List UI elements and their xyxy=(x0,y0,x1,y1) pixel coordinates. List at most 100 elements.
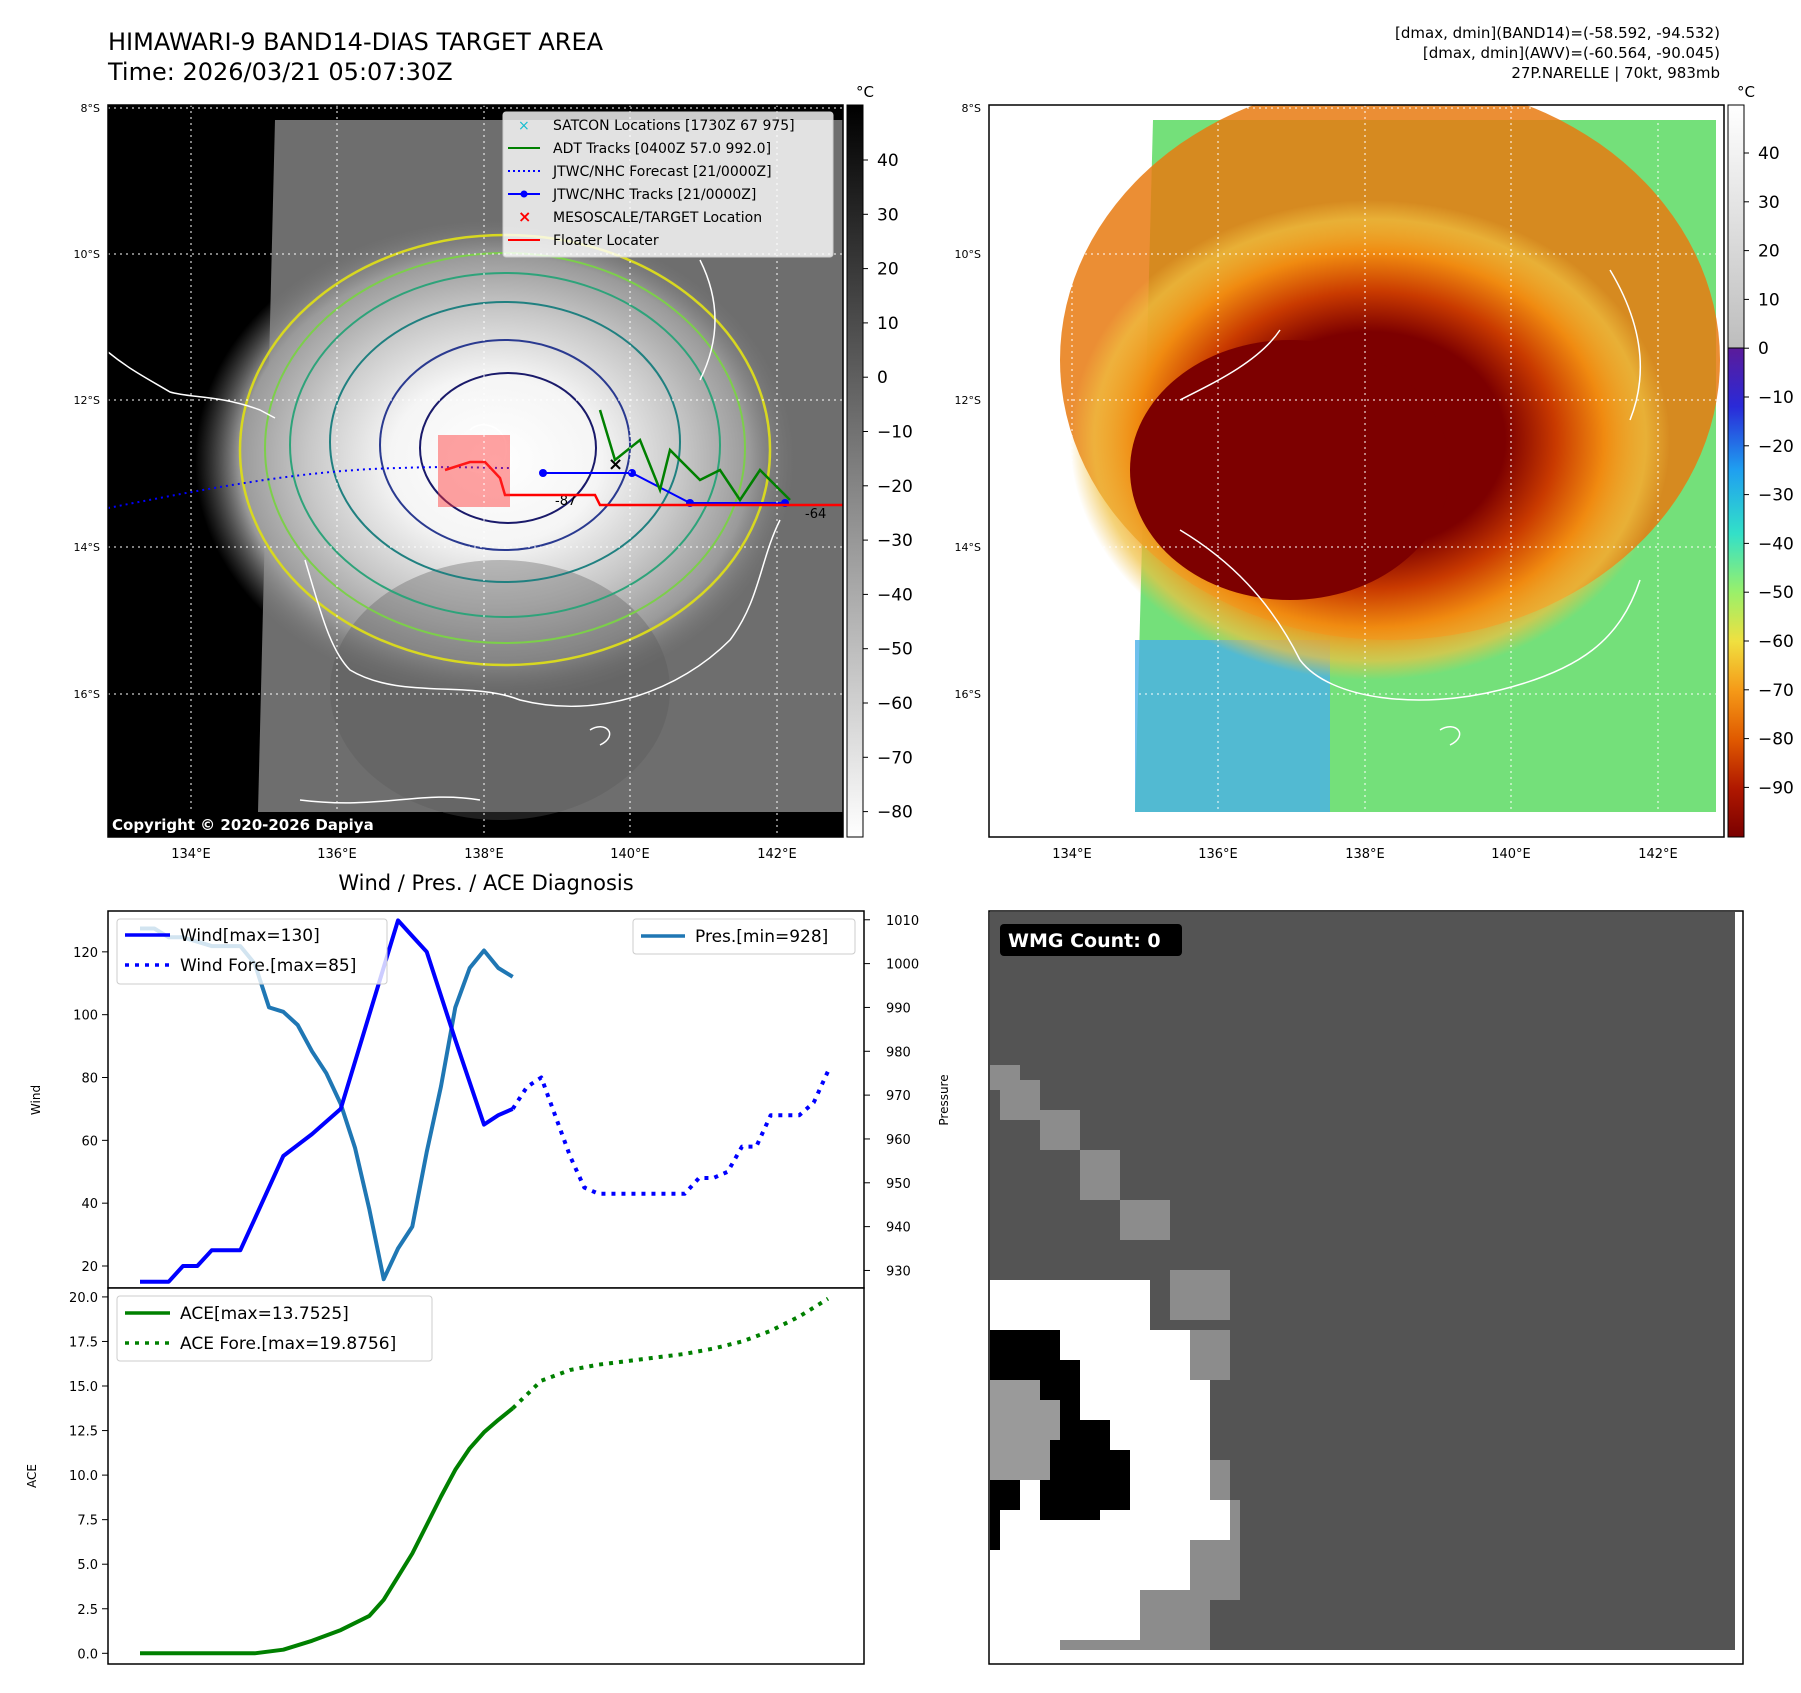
colorbar-tick-label: −80 xyxy=(877,803,913,823)
y-tick-label: 10.0 xyxy=(69,1469,98,1484)
colorbar-tick-label: 10 xyxy=(877,314,899,334)
awv-map xyxy=(988,104,1725,838)
series-line-ace-fore- xyxy=(511,1297,830,1410)
copyright-box xyxy=(108,812,443,837)
y-tick-label: 20.0 xyxy=(69,1291,98,1306)
y2-tick-label: 1010 xyxy=(886,914,919,929)
lon-tick-label: 138°E xyxy=(1345,847,1385,862)
target-marker: × xyxy=(608,454,623,475)
lon-tick-label: 134°E xyxy=(1052,847,1092,862)
colorbar-tick-label: −20 xyxy=(1758,437,1794,457)
lon-tick-label: 142°E xyxy=(757,847,797,862)
lat-tick-label: 16°S xyxy=(74,688,100,701)
wmg-gray-band xyxy=(990,1065,1230,1320)
ir-colorbar: °C 40 30 20 10 0 −10 −20 −30 −40 −50 −60 −70 −80 xyxy=(846,83,913,838)
legend-pres: Pres.[min=928] xyxy=(695,927,828,947)
legend-ace-fore: ACE Fore.[max=19.8756] xyxy=(180,1334,396,1354)
ace-legend: ACE[max=13.7525] ACE Fore.[max=19.8756] xyxy=(116,1295,433,1362)
wmg-count: WMG Count: 0 xyxy=(1008,930,1161,952)
colorbar-tick-label: −10 xyxy=(877,423,913,443)
contour-label: -64 xyxy=(805,507,826,522)
map-axis-labels: 8°S 8°S 10°S 10°S 12°S 12°S 14°S 14°S 16°S 16°S 13… xyxy=(74,102,1678,862)
figure-title: HIMAWARI-9 BAND14-DIAS TARGET AREA xyxy=(108,28,604,56)
y-tick-label: 40 xyxy=(81,1197,98,1212)
colorbar-tick-label: −40 xyxy=(1758,534,1794,554)
colorbar-tick-label: 10 xyxy=(1758,290,1780,310)
y-tick-label: 120 xyxy=(73,946,98,961)
colorbar-tick-label: −90 xyxy=(1758,778,1794,798)
wmg-label-box xyxy=(1000,924,1182,956)
lat-tick-label: 14°S xyxy=(74,541,100,554)
lat-tick-label: 10°S xyxy=(74,248,100,261)
colorbar-tick-label: 0 xyxy=(1758,339,1769,359)
y-tick-label: 5.0 xyxy=(77,1558,98,1573)
y-tick-label: 60 xyxy=(81,1134,98,1149)
colorbar-tick-label: −30 xyxy=(1758,486,1794,506)
legend-wind: Wind[max=130] xyxy=(180,926,320,946)
y-tick-label: 20 xyxy=(81,1260,98,1275)
legend-satcon: SATCON Locations [1730Z 67 975] xyxy=(553,118,795,134)
lat-tick-label: 10°S xyxy=(955,248,981,261)
legend-wind-fore: Wind Fore.[max=85] xyxy=(180,956,356,976)
y2-tick-label: 940 xyxy=(886,1221,911,1236)
wind-axis-label: Wind xyxy=(29,1085,43,1115)
series-line-ace xyxy=(140,1406,514,1656)
lon-tick-label: 138°E xyxy=(464,847,504,862)
figure-time: Time: 2026/03/21 05:07:30Z xyxy=(107,58,453,86)
pressure-axis-label: Pressure xyxy=(937,1074,951,1125)
legend-target: MESOSCALE/TARGET Location xyxy=(553,210,762,226)
y2-tick-label: 950 xyxy=(886,1177,911,1192)
colorbar-tick-label: −40 xyxy=(877,585,913,605)
coastline xyxy=(1179,269,1642,746)
lat-tick-label: 8°S xyxy=(81,102,100,115)
legend-tracks: JTWC/NHC Tracks [21/0000Z] xyxy=(552,187,756,203)
storm-info: 27P.NARELLE | 70kt, 983mb xyxy=(1511,64,1720,82)
y2-tick-label: 1000 xyxy=(886,958,919,973)
ace-axis-label: ACE xyxy=(25,1464,39,1488)
colorbar-tick-label: 40 xyxy=(877,151,899,171)
pressure-legend: Pres.[min=928] xyxy=(632,918,856,955)
colorbar-tick-label: −80 xyxy=(1758,730,1794,750)
floater-track xyxy=(444,460,843,507)
colorbar-tick-label: 30 xyxy=(1758,193,1780,213)
y-tick-label: 0.0 xyxy=(77,1647,98,1662)
y-tick-label: 100 xyxy=(73,1009,98,1024)
wmg-inner xyxy=(990,1380,1060,1480)
colorbar-unit: °C xyxy=(856,83,874,101)
colorbar-tick-label: −50 xyxy=(877,640,913,660)
legend-satcon-marker: × xyxy=(518,118,530,134)
coastline xyxy=(108,259,781,804)
y2-tick-label: 960 xyxy=(886,1133,911,1148)
y2-tick-label: 970 xyxy=(886,1089,911,1104)
legend-ace: ACE[max=13.7525] xyxy=(180,1304,349,1324)
copyright: Copyright © 2020-2026 Dapiya xyxy=(112,816,374,834)
colorbar-tick-label: 0 xyxy=(877,368,888,388)
lon-tick-label: 142°E xyxy=(1638,847,1678,862)
colorbar-tick-label: −60 xyxy=(1758,632,1794,652)
legend-forecast: JTWC/NHC Forecast [21/0000Z] xyxy=(552,164,772,180)
forecast-track xyxy=(108,466,511,509)
lon-tick-label: 140°E xyxy=(1491,847,1531,862)
y-tick-label: 17.5 xyxy=(69,1335,98,1350)
wind-legend: Wind[max=130] Wind Fore.[max=85] xyxy=(116,918,388,985)
colorbar-tick-label: −70 xyxy=(1758,681,1794,701)
contour-label: -87 xyxy=(555,494,576,509)
y-tick-label: 7.5 xyxy=(77,1514,98,1529)
colorbar-tick-label: 20 xyxy=(1758,242,1780,262)
map-grid xyxy=(989,105,1724,837)
wmg-panel: WMG Count: 0 xyxy=(988,910,1744,1665)
y2-tick-label: 990 xyxy=(886,1001,911,1016)
legend-adt: ADT Tracks [0400Z 57.0 992.0] xyxy=(553,141,771,157)
ir-cloud-shield xyxy=(195,220,795,700)
diagnosis-title: Wind / Pres. / ACE Diagnosis xyxy=(338,871,633,895)
colorbar-tick-label: −20 xyxy=(877,477,913,497)
map-legend: × SATCON Locations [1730Z 67 975] ADT Tr… xyxy=(502,111,834,258)
lon-tick-label: 140°E xyxy=(610,847,650,862)
colorbar-tick-label: −10 xyxy=(1758,388,1794,408)
colorbar-tick-label: −70 xyxy=(877,748,913,768)
legend-floater: Floater Locater xyxy=(553,233,659,249)
y-tick-label: 80 xyxy=(81,1072,98,1087)
colorbar-tick-label: −30 xyxy=(877,531,913,551)
y2-tick-label: 930 xyxy=(886,1264,911,1279)
